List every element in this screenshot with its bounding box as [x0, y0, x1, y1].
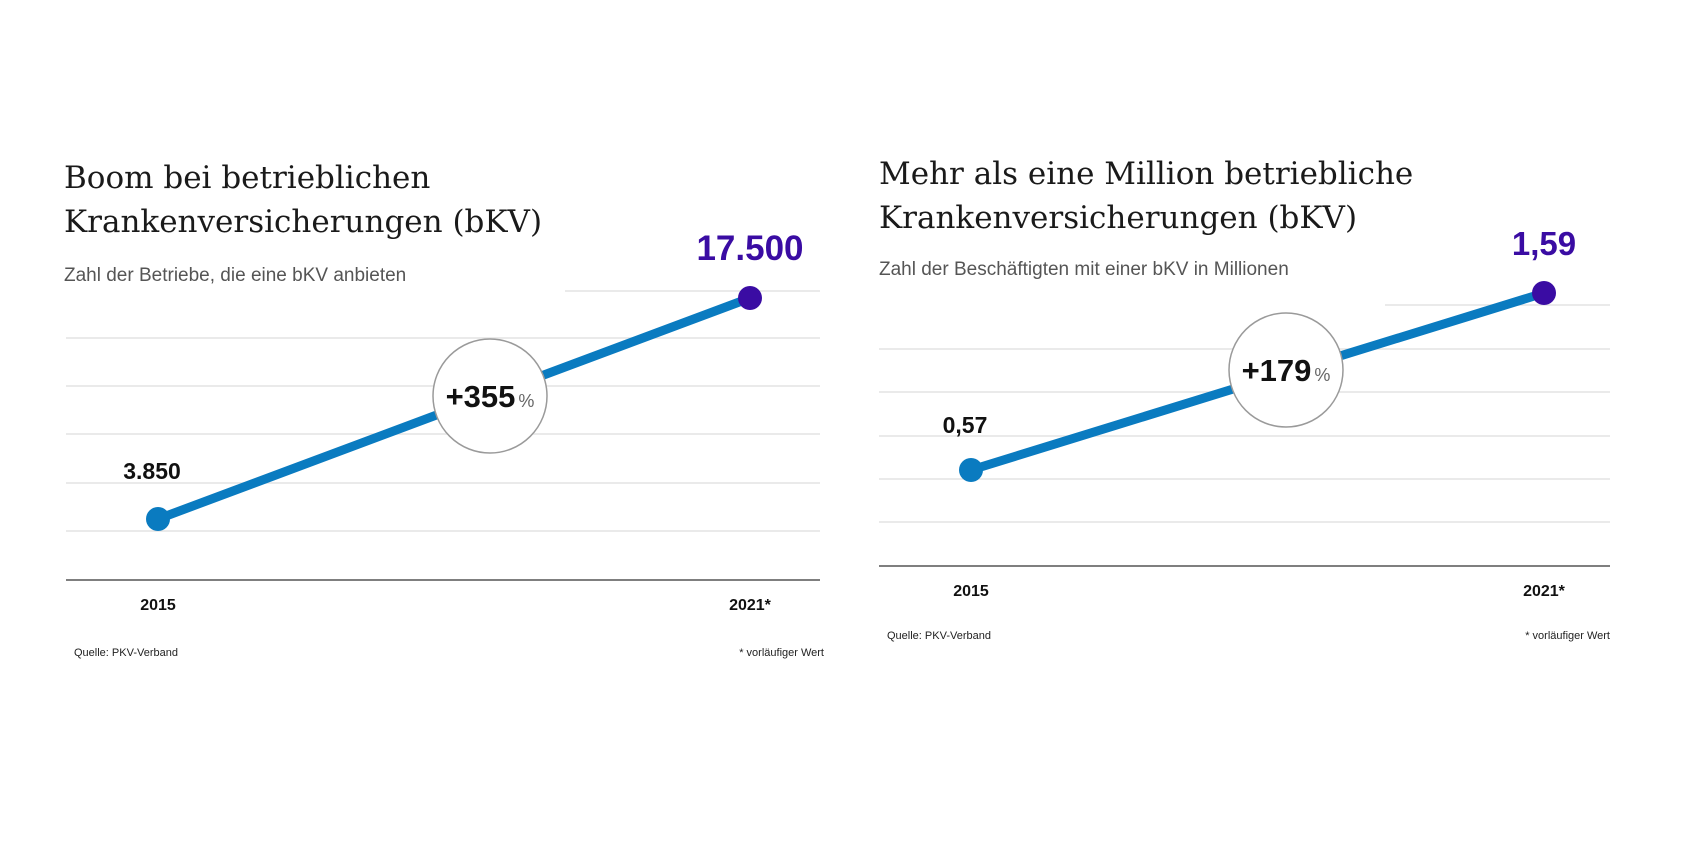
- chart-footnote: * vorläufiger Wert: [1525, 630, 1610, 642]
- data-label: 0,57: [943, 412, 988, 438]
- change-badge: [1228, 312, 1344, 428]
- chart-title-line-2: Krankenversicherungen (bKV): [64, 204, 543, 240]
- data-label: 1,59: [1512, 225, 1576, 262]
- data-point: [1532, 281, 1556, 305]
- chart-title-line-1: Mehr als eine Million betriebliche: [879, 156, 1414, 192]
- x-tick-label: 2021*: [729, 597, 772, 614]
- change-value: +355%: [446, 379, 535, 414]
- chart-title: Boom bei betrieblichen Krankenversicheru…: [64, 156, 542, 244]
- line-chart: +355 % 3.850 17.500 2015 2021*: [66, 229, 820, 614]
- chart-subtitle: Zahl der Beschäftigten mit einer bKV in …: [879, 259, 1289, 280]
- x-tick-label: 2015: [953, 583, 989, 600]
- data-point: [738, 286, 762, 310]
- chart-source: Quelle: PKV-Verband: [74, 647, 178, 659]
- chart-subtitle: Zahl der Betriebe, die eine bKV anbieten: [64, 265, 407, 286]
- change-unit: %: [1314, 365, 1330, 385]
- data-point: [959, 458, 983, 482]
- change-badge: [432, 338, 548, 454]
- x-tick-label: 2021*: [1523, 583, 1566, 600]
- data-label: 17.500: [696, 229, 803, 268]
- change-unit: %: [518, 391, 534, 411]
- chart-panel-left: Boom bei betrieblichen Krankenversicheru…: [64, 156, 824, 659]
- chart-footnote: * vorläufiger Wert: [739, 647, 824, 659]
- data-point: [146, 507, 170, 531]
- data-label: 3.850: [123, 458, 181, 484]
- x-tick-label: 2015: [140, 597, 176, 614]
- chart-title: Mehr als eine Million betriebliche Krank…: [879, 152, 1413, 240]
- chart-title-line-2: Krankenversicherungen (bKV): [879, 200, 1358, 236]
- chart-source: Quelle: PKV-Verband: [887, 630, 991, 642]
- chart-title-line-1: Boom bei betrieblichen: [64, 160, 431, 196]
